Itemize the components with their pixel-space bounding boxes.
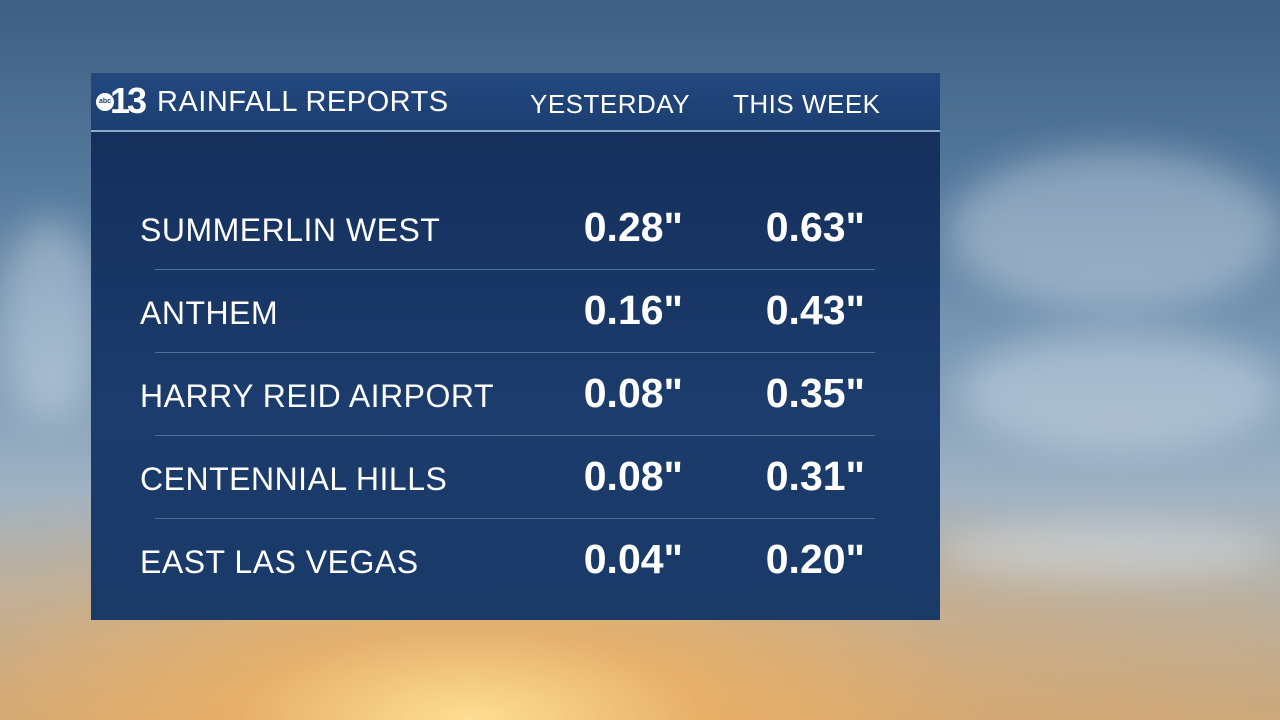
location: EAST LAS VEGAS [140, 544, 419, 580]
yesterday-value: 0.04" [583, 536, 683, 582]
table-row: SUMMERLIN WEST 0.28" 0.63" [91, 200, 940, 260]
week-value: 0.31" [765, 453, 865, 499]
yesterday-value: 0.08" [583, 453, 683, 499]
week-value: 0.63" [765, 204, 865, 250]
yesterday-value: 0.16" [583, 287, 683, 333]
week-value: 0.35" [765, 370, 865, 416]
week-value: 0.20" [765, 536, 865, 582]
panel-header: abc 13 RAINFALL REPORTS YESTERDAY THIS WE… [91, 73, 940, 132]
cloud [940, 520, 1280, 580]
location: HARRY REID AIRPORT [140, 378, 494, 414]
location: SUMMERLIN WEST [140, 212, 441, 248]
panel-title: RAINFALL REPORTS [157, 86, 449, 118]
table-row: ANTHEM 0.16" 0.43" [91, 283, 940, 343]
abc13-logo: abc 13 [96, 81, 147, 121]
location: ANTHEM [140, 295, 279, 331]
column-header-this-week: THIS WEEK [733, 89, 881, 119]
cloud [960, 330, 1280, 450]
column-header-yesterday: YESTERDAY [530, 89, 691, 119]
divider [155, 435, 875, 436]
yesterday-value: 0.28" [583, 204, 683, 250]
table-row: HARRY REID AIRPORT 0.08" 0.35" [91, 366, 940, 426]
week-value: 0.43" [765, 287, 865, 333]
divider [155, 269, 875, 270]
table-row: CENTENNIAL HILLS 0.08" 0.31" [91, 449, 940, 509]
yesterday-value: 0.08" [583, 370, 683, 416]
divider [155, 352, 875, 353]
rainfall-panel: abc 13 RAINFALL REPORTS YESTERDAY THIS WE… [91, 73, 940, 620]
divider [155, 518, 875, 519]
table-row: EAST LAS VEGAS 0.04" 0.20" [91, 532, 940, 592]
cloud [0, 220, 100, 420]
location: CENTENNIAL HILLS [140, 461, 448, 497]
cloud [950, 150, 1280, 310]
